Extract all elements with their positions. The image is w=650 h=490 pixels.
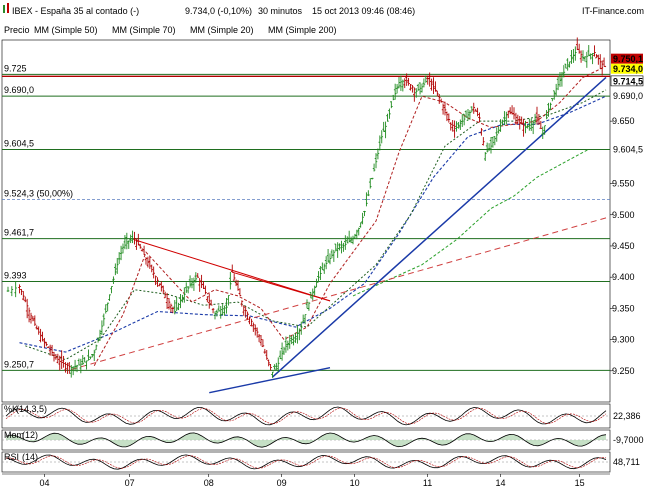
- indicator-value: 48,711: [613, 457, 640, 467]
- level-label: 9.690,0: [4, 85, 34, 95]
- main-plot-frame: [1, 39, 611, 403]
- y-tick-label: 9.350: [612, 303, 635, 313]
- x-tick-label: 08: [204, 478, 214, 488]
- trend-line-red-2: [232, 271, 331, 302]
- x-tick-label: 09: [277, 478, 287, 488]
- y-tick-label: 9.650: [612, 116, 635, 126]
- y-tick-label: 9.250: [612, 366, 635, 376]
- indicator-name: RSI: [4, 452, 19, 462]
- main-plot: 9.725 9.690,0 9.604,5 9.524,3 (50,00%) 9.461…: [2, 37, 610, 394]
- price-marker-label: 9.714,5: [613, 76, 643, 86]
- level-label: 9.461,7: [4, 228, 34, 238]
- level-label: 9.393: [4, 271, 27, 281]
- interval-label: 30 minutos: [258, 6, 303, 16]
- level-label-right: 9.604,5: [613, 145, 643, 155]
- x-tick-label: 04: [40, 478, 50, 488]
- x-tick-label: 15: [575, 478, 585, 488]
- brand-label: IT-Finance.com: [582, 6, 644, 16]
- indicator-signal-line: [5, 455, 607, 469]
- y-tick-label: 9.300: [612, 335, 635, 345]
- indicator-line: [5, 406, 607, 426]
- price-marker: [611, 53, 643, 64]
- legend-price: Precio: [4, 25, 30, 35]
- x-tick-label: 07: [125, 478, 135, 488]
- ma200-line: [352, 148, 590, 297]
- indicator-params: (14,3,5): [16, 404, 47, 414]
- chart-title: IBEX - España 35 al contado (-): [12, 6, 139, 16]
- legend: MM (Simple 50) MM (Simple 70) MM (Simple 2…: [34, 25, 337, 35]
- y-tick-label: 9.550: [612, 179, 635, 189]
- legend-item: MM (Simple 50): [34, 25, 98, 35]
- indicator-line: [5, 454, 607, 470]
- x-tick-label: 11: [423, 478, 432, 488]
- candlestick-icon: [3, 3, 9, 13]
- indicator-panels: %K(14,3,5) 22,386 Mom(12) -9,7000 RSI (14) 48,…: [1, 403, 644, 473]
- x-axis: 04 07 08 09 10 11 14 15: [2, 473, 610, 488]
- legend-item: MM (Simple 70): [112, 25, 176, 35]
- price-marker: [611, 63, 643, 74]
- level-label: 9.604,5: [4, 139, 34, 149]
- quote-value: 9.734,0 (-0,10%): [185, 6, 252, 16]
- trend-line-blue: [271, 76, 607, 378]
- indicator-line: [5, 432, 607, 448]
- legend-item: MM (Simple 20): [190, 25, 254, 35]
- price-marker-label: 9.734,0: [613, 64, 643, 74]
- x-tick-label: 10: [350, 478, 360, 488]
- level-label-right: 9.690,0: [613, 91, 643, 101]
- y-axis: 9.250 9.300 9.350 9.400 9.450 9.500 9.550 9.650…: [610, 53, 644, 376]
- level-label: 9.250,7: [4, 359, 34, 369]
- x-tick-label: 14: [496, 478, 506, 488]
- indicator-value: 22,386: [613, 411, 641, 421]
- legend-item: MM (Simple 200): [268, 25, 337, 35]
- trend-line-blue-lower: [209, 366, 331, 394]
- momentum-area: [6, 432, 606, 448]
- indicator-value: -9,7000: [613, 435, 644, 445]
- y-tick-label: 9.500: [612, 210, 635, 220]
- header-bar: [0, 0, 650, 20]
- level-label: 9.524,3 (50,00%): [4, 189, 73, 199]
- indicator-params: (12): [22, 430, 38, 440]
- trend-line-red-dashed: [71, 217, 607, 371]
- indicator-params: (14): [22, 452, 38, 462]
- datetime-label: 15 oct 2013 09:46 (08:46): [312, 6, 415, 16]
- indicator-name: Mom: [4, 430, 24, 440]
- price-marker-label: 9.750,1: [613, 54, 643, 64]
- indicator-name: %K: [4, 404, 18, 414]
- indicator-signal-line: [5, 407, 607, 425]
- y-tick-label: 9.400: [612, 272, 635, 282]
- price-marker: [610, 75, 644, 87]
- level-label: 9.725: [4, 63, 27, 73]
- y-tick-label: 9.450: [612, 241, 635, 251]
